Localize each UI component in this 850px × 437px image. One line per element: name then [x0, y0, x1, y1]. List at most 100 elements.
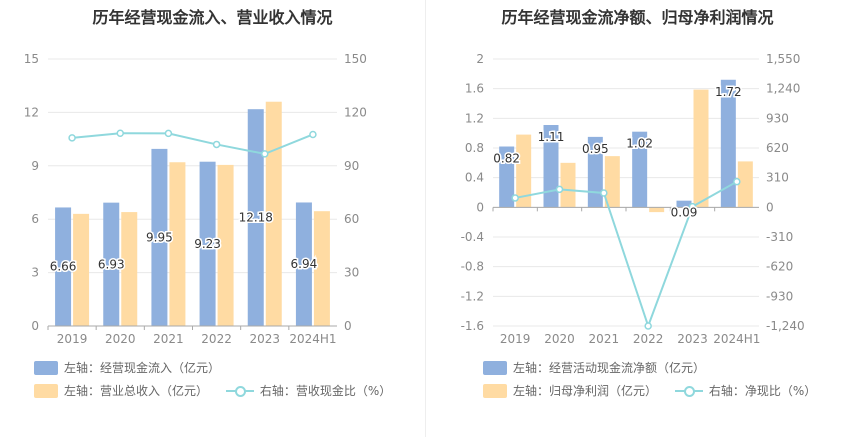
- bar-orange: [121, 212, 138, 326]
- x-axis-tick-label: 2021: [589, 332, 620, 346]
- bar-blue: [499, 146, 515, 208]
- ratio-line-point: [644, 322, 652, 330]
- bar-data-label: 6.93: [98, 257, 125, 271]
- bar-orange: [560, 162, 576, 208]
- x-axis-tick-label: 2024H1: [713, 332, 760, 346]
- right-axis-tick-label: -620: [766, 260, 793, 274]
- left-axis-tick-label: 2: [476, 52, 484, 66]
- right-axis-tick-label: 930: [766, 111, 789, 125]
- legend-item-ratio[interactable]: 右轴：营收现金比（%）: [225, 383, 391, 399]
- legend-swatch-orange: [483, 384, 507, 398]
- legend-item-net-cash-ratio[interactable]: 右轴：净现比（%）: [674, 383, 817, 399]
- left-axis-tick-label: 0.8: [465, 141, 484, 155]
- x-axis-tick-label: 2023: [677, 332, 708, 346]
- chart-title: 历年经营现金流入、营业收入情况: [92, 8, 333, 27]
- legend-row-2: 左轴：归母净利润（亿元） 右轴：净现比（%）: [483, 383, 830, 399]
- legend-row-2: 左轴：营业总收入（亿元） 右轴：营收现金比（%）: [34, 383, 405, 399]
- bar-data-label: 9.95: [146, 230, 173, 244]
- right-axis-tick-label: -310: [766, 230, 793, 244]
- bar-data-label: 0.95: [582, 142, 609, 156]
- bar-orange: [73, 213, 90, 326]
- bar-blue: [55, 207, 72, 326]
- bar-data-label: 6.66: [50, 260, 77, 274]
- right-axis-tick-label: 310: [766, 171, 789, 185]
- bar-blue: [199, 161, 216, 326]
- legend-item-cash-inflow[interactable]: 左轴：经营现金流入（亿元）: [34, 360, 220, 376]
- ratio-line-point: [68, 134, 76, 142]
- x-axis-tick-label: 2019: [500, 332, 531, 346]
- right-axis-tick-label: 0: [766, 200, 774, 214]
- ratio-line-point: [688, 202, 697, 211]
- ratio-line-point: [600, 189, 608, 197]
- right-axis-tick-label: -930: [766, 289, 793, 303]
- bar-blue: [247, 109, 264, 326]
- bar-data-label: 9.23: [194, 237, 221, 251]
- left-axis-tick-label: 9: [31, 159, 39, 173]
- legend-label: 左轴：归母净利润（亿元）: [513, 384, 658, 398]
- bar-data-label: 0.82: [493, 152, 520, 166]
- bar-blue: [720, 79, 736, 208]
- bar-data-label: 1.02: [626, 137, 653, 151]
- ratio-line-point: [261, 150, 269, 158]
- bar-blue: [632, 131, 648, 208]
- bar-orange: [169, 162, 186, 326]
- left-axis-tick-label: 12: [24, 105, 39, 119]
- chart-title: 历年经营现金流净额、归母净利润情况: [501, 8, 774, 27]
- right-axis-tick-label: 60: [344, 212, 359, 226]
- legend-line-marker-icon: [674, 384, 703, 398]
- right-axis-tick-label: 90: [344, 159, 359, 173]
- ratio-line: [71, 132, 314, 155]
- legend-item-revenue[interactable]: 左轴：营业总收入（亿元）: [34, 383, 208, 399]
- bar-blue: [543, 125, 559, 208]
- legend-row-1: 左轴：经营活动现金流净额（亿元）: [483, 360, 719, 376]
- legend-label: 左轴：经营活动现金流净额（亿元）: [513, 361, 706, 375]
- bar-orange: [516, 134, 532, 208]
- bar-data-label: 0.09: [671, 206, 698, 220]
- legend-item-net-profit[interactable]: 左轴：归母净利润（亿元）: [483, 383, 657, 399]
- bar-orange: [265, 101, 282, 326]
- left-axis-tick-label: 3: [31, 266, 39, 280]
- x-axis-tick-label: 2020: [544, 332, 575, 346]
- left-axis-tick-label: 6: [31, 212, 39, 226]
- bar-data-label: 1.11: [538, 130, 565, 144]
- ratio-line: [514, 180, 738, 330]
- bar-blue: [676, 200, 692, 208]
- chart-plot-area: -1.6 -1,240 -1.2 -930 -0.8 -620 -0.4 -310 0 0 0.4 3…: [461, 52, 805, 346]
- bar-data-label: 1.72: [715, 85, 742, 99]
- legend-swatch-blue: [34, 361, 58, 375]
- x-axis-tick-label: 2019: [57, 332, 88, 346]
- left-axis-tick-label: -0.4: [461, 230, 484, 244]
- chart-cashflow-revenue: 历年经营现金流入、营业收入情况 0 0 3 30 6 60 9 90 12 120 15 150 201…: [24, 8, 405, 399]
- bar-orange: [693, 89, 709, 208]
- left-axis-tick-label: 1.6: [465, 82, 484, 96]
- legend-item-net-cashflow[interactable]: 左轴：经营活动现金流净额（亿元）: [483, 360, 705, 376]
- bar-blue: [587, 136, 603, 208]
- chart-plot-area: 0 0 3 30 6 60 9 90 12 120 15 150 2019 2020 2021 2022 202…: [24, 52, 367, 346]
- right-axis-tick-label: 0: [344, 319, 352, 333]
- bar-orange: [217, 164, 234, 326]
- bar-blue: [103, 202, 120, 326]
- x-axis-tick-label: 2021: [153, 332, 184, 346]
- legend-line-marker-icon: [225, 384, 254, 398]
- left-axis-tick-label: -1.6: [461, 319, 484, 333]
- right-axis-tick-label: 150: [344, 52, 367, 66]
- x-axis-tick-label: 2020: [105, 332, 136, 346]
- chart-divider: [425, 0, 426, 437]
- legend-label: 右轴：净现比（%）: [708, 384, 817, 398]
- x-axis-tick-label: 2024H1: [289, 332, 336, 346]
- x-axis-tick-label: 2023: [249, 332, 280, 346]
- ratio-line-point: [511, 194, 519, 202]
- right-axis-tick-label: 1,240: [766, 82, 800, 96]
- legend-label: 左轴：营业总收入（亿元）: [64, 384, 209, 398]
- bar-data-label: 6.94: [291, 257, 318, 271]
- ratio-line-point: [164, 129, 173, 138]
- bar-data-label: 12.18: [239, 211, 273, 225]
- ratio-line-point: [555, 185, 564, 194]
- bar-orange: [313, 211, 330, 326]
- left-axis-tick-label: -1.2: [461, 289, 484, 303]
- left-axis-tick-label: 1.2: [465, 111, 484, 125]
- legend-swatch-orange: [34, 384, 58, 398]
- x-axis-tick-label: 2022: [201, 332, 232, 346]
- ratio-line-point: [309, 130, 317, 139]
- legend-label: 左轴：经营现金流入（亿元）: [64, 361, 221, 375]
